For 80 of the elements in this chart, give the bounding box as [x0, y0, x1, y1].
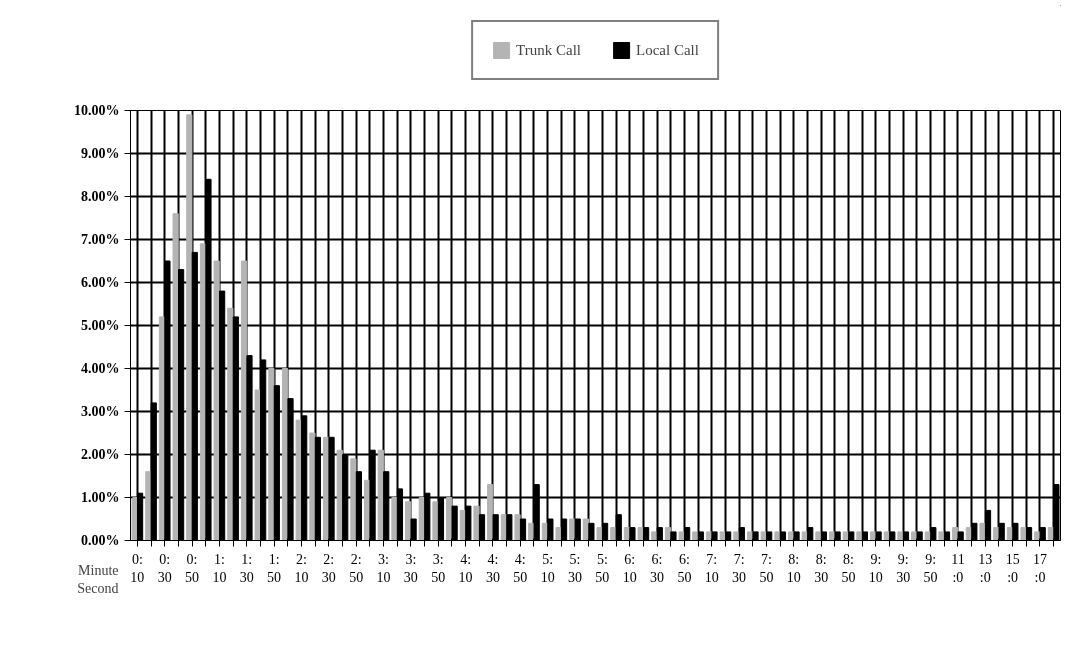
bar: [309, 432, 316, 541]
x-tick-label: 3: 50: [431, 551, 446, 585]
x-tick-label: 6: 10: [622, 551, 637, 585]
y-tick-label: 3.00%: [81, 404, 120, 419]
x-tick-label: 1: 50: [267, 551, 282, 585]
x-tick-label: 1: 30: [239, 551, 254, 585]
y-tick-label: 0.00%: [81, 533, 120, 548]
bar: [473, 505, 480, 541]
x-tick-label: 9: 50: [923, 551, 938, 585]
x-tick-label: 8: 30: [814, 551, 829, 585]
legend-label: Trunk Call: [516, 41, 581, 59]
y-tick-label: 8.00%: [81, 189, 120, 204]
bar: [268, 368, 275, 541]
x-tick-label: 3: 10: [376, 551, 391, 585]
x-tick-label: 5: 10: [540, 551, 555, 585]
y-tick-label: 5.00%: [81, 318, 120, 333]
bar: [596, 527, 603, 541]
bar: [514, 514, 521, 541]
bar: [432, 501, 439, 541]
legend-label: Local Call: [635, 41, 699, 59]
bar: [897, 531, 904, 541]
bar: [555, 527, 562, 541]
x-tick-label: 13 :0: [978, 551, 993, 585]
x-tick-label: 4: 50: [513, 551, 528, 585]
x-tick-label: 15 :0: [1005, 551, 1020, 585]
x-tick-label: 4: 10: [458, 551, 473, 585]
x-tick-label: 1: 10: [212, 551, 227, 585]
x-tick-label: 17 :0: [1032, 551, 1047, 585]
y-tick-label: 7.00%: [81, 232, 120, 247]
x-tick-label: 8: 50: [841, 551, 856, 585]
bar: [254, 389, 261, 541]
y-tick-label: 6.00%: [81, 275, 120, 290]
x-tick-label: 2: 30: [321, 551, 336, 585]
x-tick-label: 2: 10: [294, 551, 309, 585]
bar: [760, 531, 767, 541]
x-tick-label: 5: 50: [595, 551, 610, 585]
x-tick-label: 0: 50: [185, 551, 200, 585]
bar: [678, 531, 685, 541]
x-tick-label: 2: 50: [349, 551, 364, 585]
bar: [145, 471, 152, 541]
bar: [131, 497, 138, 541]
bar: [719, 531, 726, 541]
bar: [938, 531, 945, 541]
bar: [774, 531, 781, 541]
y-tick-label: 10.00%: [74, 103, 120, 118]
x-tick-label: 7: 10: [704, 551, 719, 585]
bar: [637, 527, 644, 541]
y-tick-label: 2.00%: [81, 447, 120, 462]
bar: [856, 531, 863, 541]
bar: [815, 531, 822, 541]
x-tick-label: 5: 30: [567, 551, 582, 585]
x-tick-label: 7: 50: [759, 551, 774, 585]
bar: [610, 527, 617, 541]
bar: [172, 213, 179, 541]
x-tick-label: 9: 30: [896, 551, 911, 585]
x-tick-label: 11 :0: [951, 551, 965, 585]
y-tick-label: 1.00%: [81, 490, 120, 505]
bar: [733, 531, 740, 541]
bar: [692, 531, 699, 541]
bar: [186, 114, 193, 541]
bar: [979, 522, 986, 541]
x-tick-label: 3: 30: [403, 551, 418, 585]
bar: [1020, 527, 1027, 541]
y-tick-label: 9.00%: [81, 146, 120, 161]
bar: [651, 531, 658, 541]
bar: [350, 458, 357, 541]
x-tick-label: 6: 50: [677, 551, 692, 585]
bar: [213, 260, 220, 541]
x-tick-label: 8: 10: [786, 551, 801, 585]
x-tick-label: 7: 30: [732, 551, 747, 585]
y-tick-label: 4.00%: [81, 361, 120, 376]
x-tick-label: 4: 30: [485, 551, 500, 585]
x-axis-title: Minute Second: [77, 562, 119, 596]
x-tick-label: 0: 10: [130, 551, 145, 585]
bar: [227, 307, 234, 541]
bar: [391, 497, 398, 541]
x-tick-label: 6: 30: [650, 551, 665, 585]
x-tick-label: 0: 30: [157, 551, 172, 585]
x-tick-label: 9: 10: [868, 551, 883, 585]
bar: [295, 419, 302, 541]
